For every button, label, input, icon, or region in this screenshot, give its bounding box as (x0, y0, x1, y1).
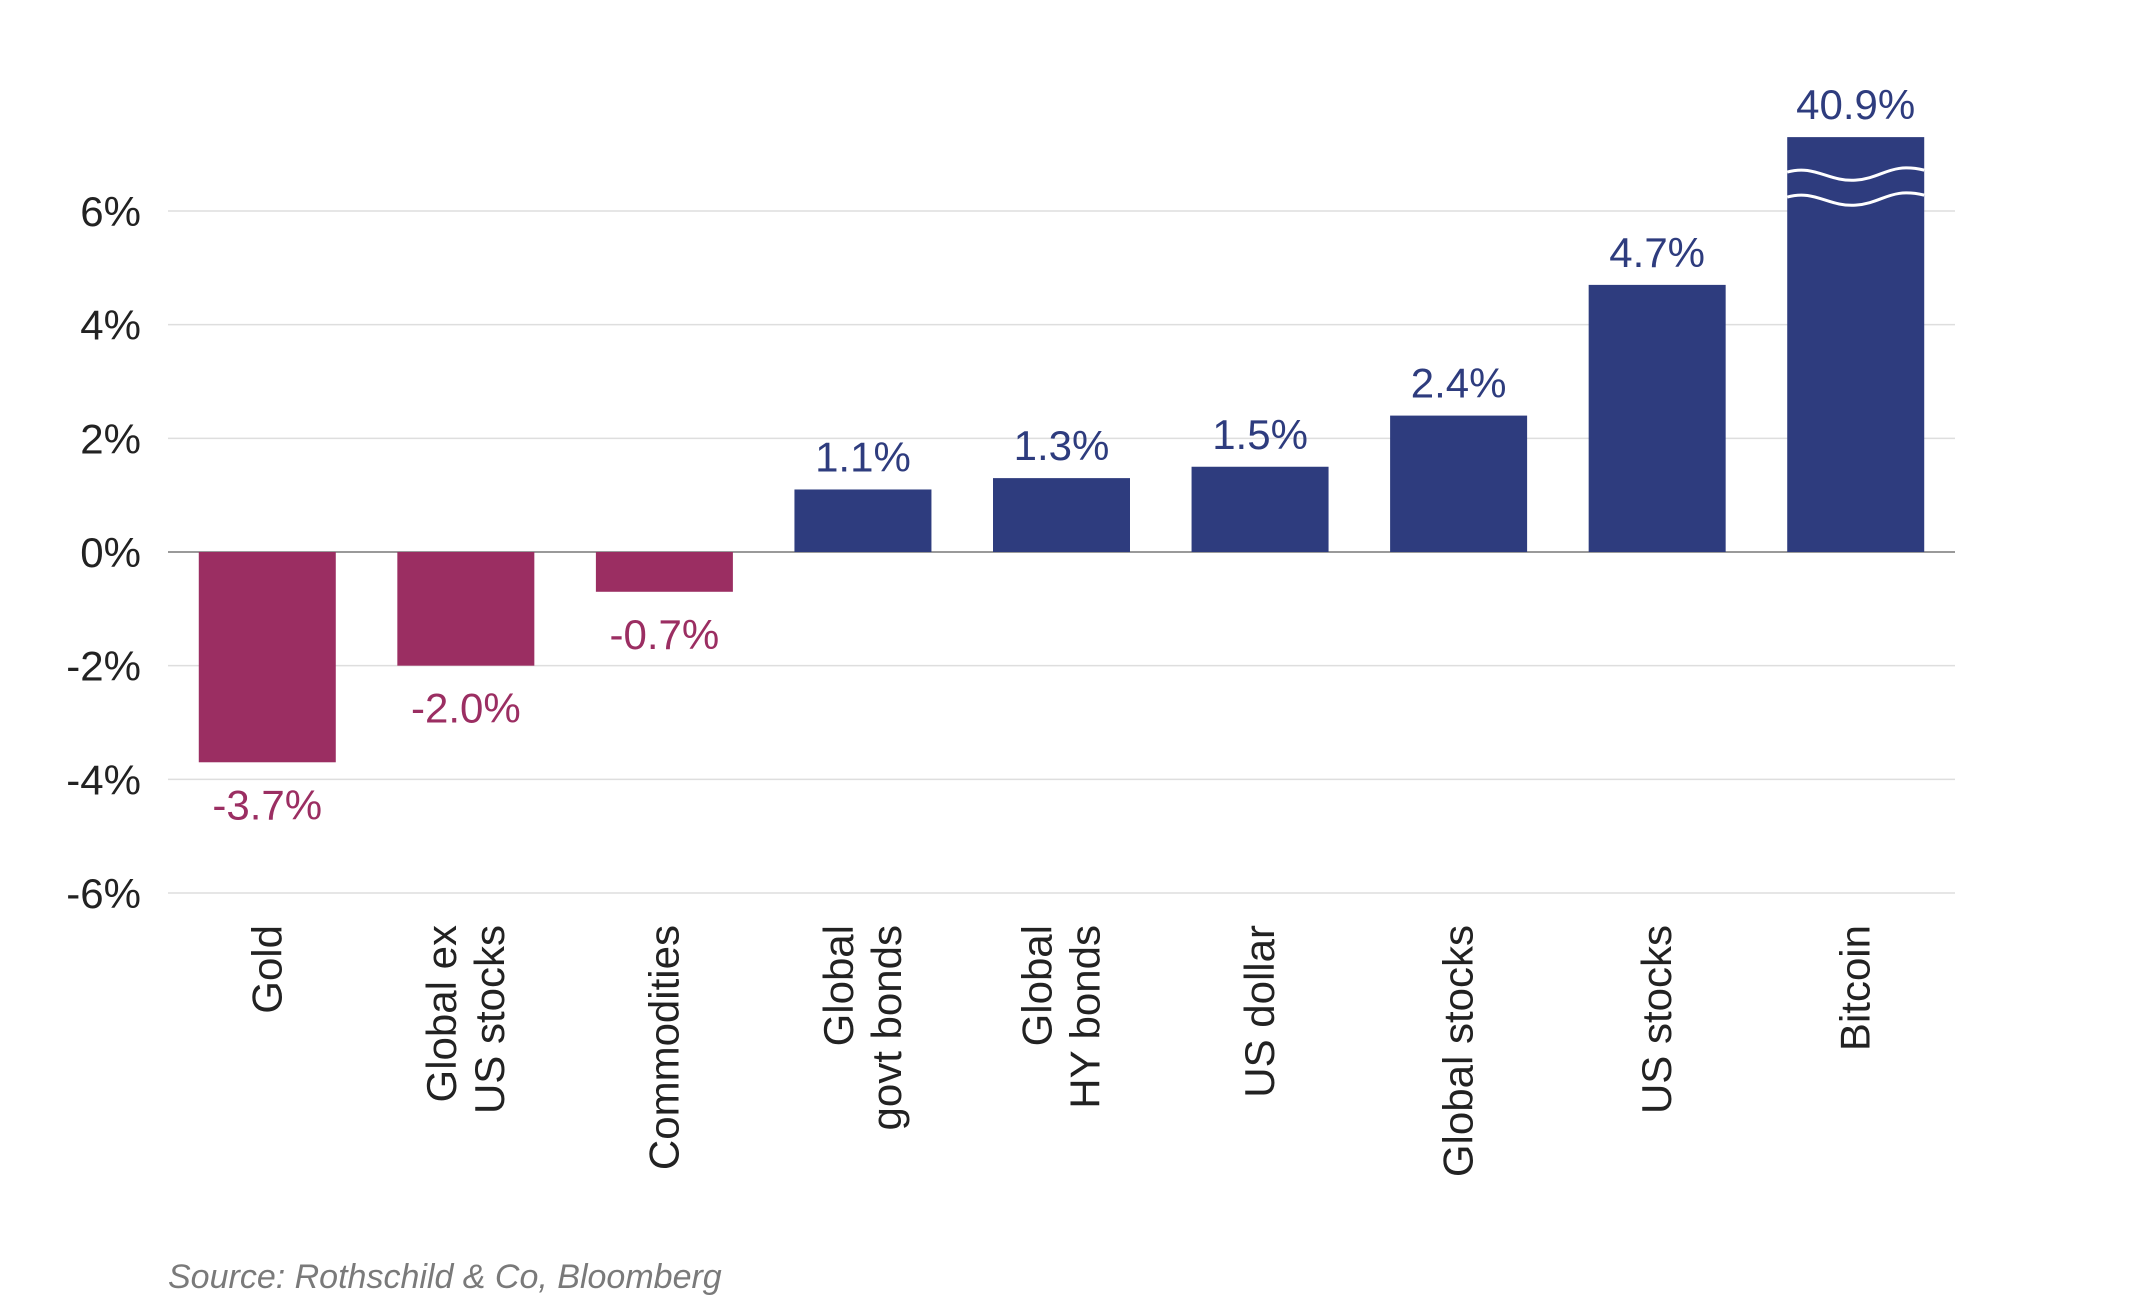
x-tick-label: Global ex US stocks (418, 925, 513, 1114)
x-tick-label: US dollar (1236, 925, 1283, 1098)
value-label: -3.7% (212, 781, 322, 828)
y-tick-label: -6% (66, 870, 141, 917)
axis-break-line (1786, 166, 1925, 182)
bar (397, 552, 535, 666)
x-tick-label: Gold (243, 925, 290, 1014)
bar (1787, 137, 1925, 552)
y-tick-label: 6% (80, 188, 141, 235)
x-tick-label: Global HY bonds (1014, 925, 1109, 1109)
x-tick-label-line: Gold (243, 925, 290, 1014)
y-tick-label: 0% (80, 529, 141, 576)
x-tick-label: Commodities (640, 925, 687, 1170)
x-tick-label-line: US stocks (466, 925, 513, 1114)
x-axis-ticks: Gold Global ex US stocks Commodities Global g… (243, 925, 1878, 1177)
value-label: -0.7% (610, 611, 720, 658)
x-tick-label-line: US dollar (1236, 925, 1283, 1098)
value-label: -2.0% (411, 685, 521, 732)
bars (198, 137, 1925, 763)
bar (993, 478, 1130, 552)
value-label: 1.5% (1212, 411, 1308, 458)
bar (1588, 284, 1726, 552)
y-tick-label: 4% (80, 302, 141, 349)
value-label: 1.1% (815, 433, 911, 480)
x-tick-label-line: Global stocks (1435, 925, 1482, 1177)
source-note: Source: Rothschild & Co, Bloomberg (168, 1258, 722, 1296)
bar (794, 489, 932, 552)
bar (1191, 466, 1329, 552)
value-label: 40.9% (1796, 81, 1915, 128)
y-axis-ticks: 6% 4% 2% 0% -2% -4% -6% (66, 188, 141, 917)
x-tick-label-line: Global ex (418, 925, 465, 1102)
bar (198, 552, 336, 763)
x-tick-label-line: govt bonds (863, 925, 910, 1131)
axis-break-line (1786, 191, 1925, 207)
value-label: 4.7% (1609, 229, 1705, 276)
y-tick-label: -2% (66, 643, 141, 690)
y-tick-label: -4% (66, 756, 141, 803)
value-labels: -3.7% -2.0% -0.7% 1.1% 1.3% 1.5% 2.4% 4.7% 40.9% (212, 81, 1915, 828)
x-tick-label-line: Bitcoin (1832, 925, 1879, 1051)
x-tick-label: Global stocks (1435, 925, 1482, 1177)
x-tick-label-line: Global (1014, 925, 1061, 1046)
x-tick-label-line: HY bonds (1062, 925, 1109, 1109)
x-tick-label-line: Global (815, 925, 862, 1046)
value-label: 2.4% (1411, 360, 1507, 407)
bar (595, 552, 733, 592)
value-label: 1.3% (1014, 422, 1110, 469)
bar (1390, 415, 1528, 552)
x-tick-label: US stocks (1633, 925, 1680, 1114)
y-tick-label: 2% (80, 415, 141, 462)
x-tick-label-line: US stocks (1633, 925, 1680, 1114)
x-tick-label: Bitcoin (1832, 925, 1879, 1051)
x-tick-label-line: Commodities (640, 925, 687, 1170)
x-tick-label: Global govt bonds (815, 925, 910, 1131)
